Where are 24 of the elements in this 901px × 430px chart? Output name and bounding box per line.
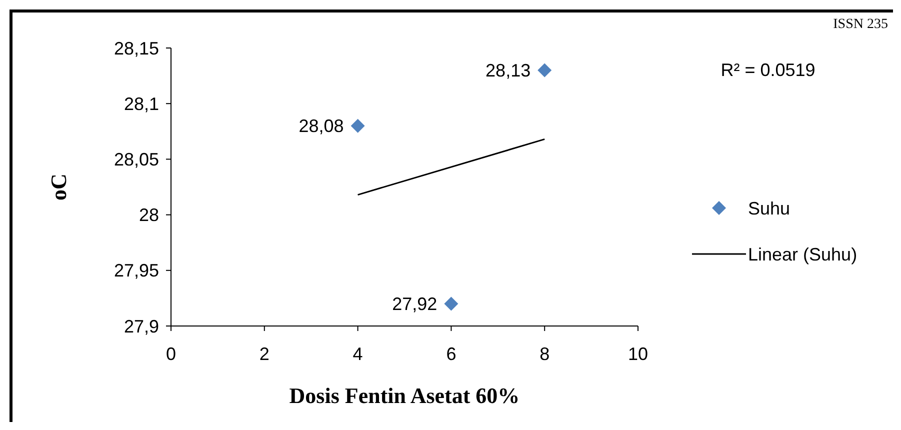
y-tick-label: 28,1 xyxy=(124,94,159,114)
x-tick-label: 6 xyxy=(446,344,456,364)
text: R² = 0.0519 xyxy=(720,60,816,80)
point xyxy=(350,118,365,133)
y-tick-label: 27,95 xyxy=(114,260,159,281)
y-tick-label: 28,05 xyxy=(114,150,159,170)
y-tick-label: 28 xyxy=(138,205,159,226)
data-label: 28,08 xyxy=(298,116,344,136)
x-tick-label: 0 xyxy=(166,344,176,364)
data-label: 28,13 xyxy=(486,60,531,81)
y-axis-title: oC xyxy=(46,174,71,200)
x-axis-title: Dosis Fentin Asetat 60% xyxy=(289,383,520,408)
point xyxy=(538,63,552,78)
point xyxy=(444,296,458,311)
y-tick-label: 28,15 xyxy=(114,38,159,58)
legend-label: Linear (Suhu) xyxy=(748,244,858,264)
data-label: 27,92 xyxy=(392,294,438,314)
legend-label: Suhu xyxy=(748,198,790,218)
x-tick-label: 10 xyxy=(628,344,648,364)
text: ISSN 235 xyxy=(833,17,888,32)
x-tick-label: 4 xyxy=(352,344,363,364)
x-tick-label: 2 xyxy=(259,344,270,364)
y-tick-label: 27,9 xyxy=(124,316,159,336)
x-tick-label: 8 xyxy=(540,344,550,364)
